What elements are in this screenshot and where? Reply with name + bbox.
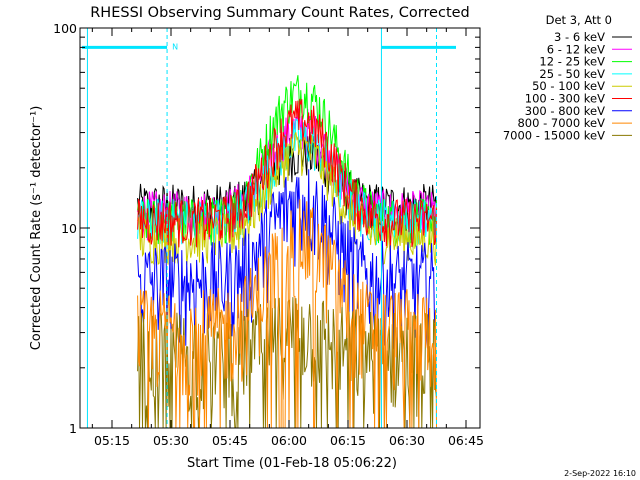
legend-header: Det 3, Att 0 (546, 13, 612, 27)
legend-label-5: 100 - 300 keV (525, 92, 605, 106)
y-tick-label-2: 100 (53, 21, 77, 36)
x-tick-label-1: 05:30 (153, 433, 189, 448)
series-line-6 (137, 169, 437, 349)
x-tick-label-6: 06:45 (448, 433, 484, 448)
night-marker-label: N (172, 42, 178, 51)
x-tick-label-4: 06:15 (330, 433, 366, 448)
series-line-5 (137, 98, 437, 248)
series-line-3 (137, 118, 437, 249)
legend-label-1: 6 - 12 keV (547, 42, 605, 56)
series-line-4 (137, 132, 437, 266)
y-axis-label: Corrected Count Rate (s⁻¹ detector⁻¹) (29, 106, 44, 351)
y-axis: 1 10 100 (53, 21, 480, 436)
legend-label-6: 300 - 800 keV (525, 104, 605, 118)
chart-title: RHESSI Observing Summary Count Rates, Co… (90, 5, 470, 21)
legend-label-8: 7000 - 15000 keV (503, 128, 605, 142)
x-tick-label-3: 06:00 (271, 433, 307, 448)
timestamp: 2-Sep-2022 16:10 (564, 469, 636, 478)
series-line-7 (137, 199, 437, 429)
x-tick-label-2: 05:45 (212, 433, 248, 448)
legend-label-4: 50 - 100 keV (532, 79, 605, 93)
x-tick-label-5: 06:30 (389, 433, 425, 448)
legend-label-2: 12 - 25 keV (539, 55, 605, 69)
y-tick-label-1: 10 (61, 221, 77, 236)
series-layer (137, 75, 437, 429)
x-tick-label-0: 05:15 (94, 433, 130, 448)
legend-label-7: 800 - 7000 keV (517, 116, 605, 130)
legend-label-3: 25 - 50 keV (539, 67, 605, 81)
y-tick-label-0: 1 (69, 421, 77, 436)
legend-label-0: 3 - 6 keV (554, 30, 605, 44)
x-axis: 05:15 05:30 05:45 06:00 06:15 06:30 06:45 (91, 28, 484, 448)
x-axis-label: Start Time (01-Feb-18 05:06:22) (187, 456, 397, 471)
